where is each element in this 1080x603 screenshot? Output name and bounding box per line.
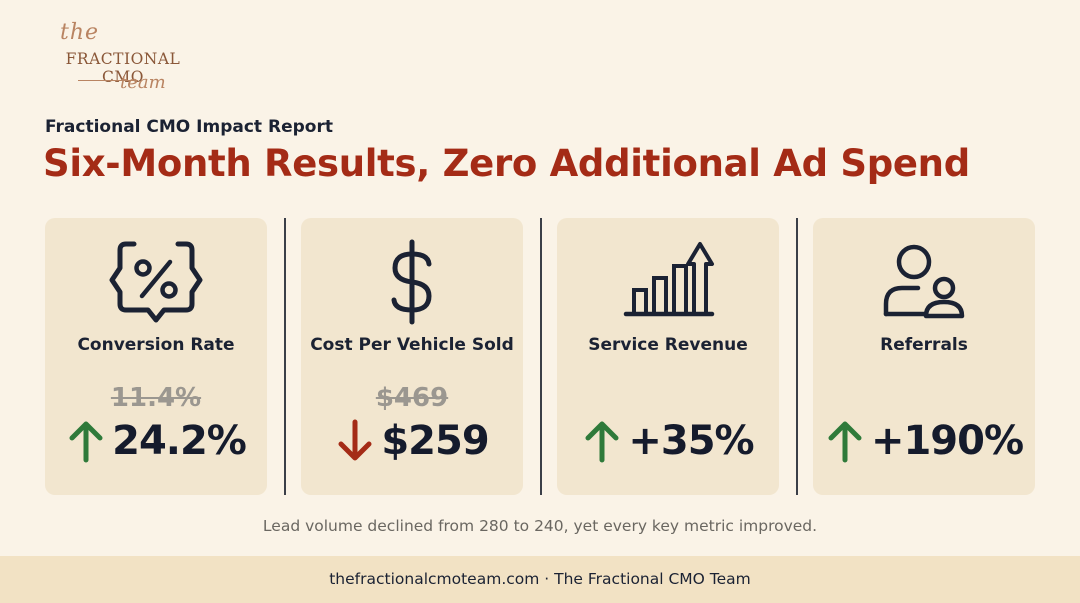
arrow-up-icon <box>585 421 619 463</box>
metric-label: Referrals <box>880 335 968 355</box>
metric-label: Conversion Rate <box>77 335 235 355</box>
metric-new-value: $259 <box>381 418 489 464</box>
metric-card-service-revenue: Service Revenue +35% <box>557 218 779 495</box>
logo-script-the: the <box>60 20 100 45</box>
divider <box>540 218 542 495</box>
metric-new-value: +190% <box>870 418 1024 464</box>
arrow-up-icon <box>69 421 103 463</box>
metric-label: Cost Per Vehicle Sold <box>310 335 514 355</box>
footer-bar: thefractionalcmoteam.com · The Fractiona… <box>0 556 1080 603</box>
metric-card-cost-per-vehicle: Cost Per Vehicle Sold $469 $259 <box>301 218 523 495</box>
logo-rule <box>78 80 138 81</box>
metric-new-value: 24.2% <box>112 418 247 464</box>
divider <box>796 218 798 495</box>
users-icon <box>883 244 965 319</box>
report-subtitle: Fractional CMO Impact Report <box>45 117 333 137</box>
metric-old-value: 11.4% <box>110 383 202 413</box>
metric-card-conversion-rate: Conversion Rate 11.4% 24.2% <box>45 218 267 495</box>
footer-text: thefractionalcmoteam.com · The Fractiona… <box>329 570 751 588</box>
dollar-sign-icon <box>391 239 432 325</box>
metric-new-value: +35% <box>628 418 754 464</box>
metric-label: Service Revenue <box>588 335 748 355</box>
arrow-up-icon <box>828 421 862 463</box>
brand-logo: the FRACTIONAL CMO team <box>42 14 204 104</box>
page-title: Six-Month Results, Zero Additional Ad Sp… <box>43 142 970 185</box>
metric-card-referrals: Referrals +190% <box>813 218 1035 495</box>
logo-script-team: team <box>120 72 166 93</box>
summary-note: Lead volume declined from 280 to 240, ye… <box>262 517 818 535</box>
percent-badge-icon <box>109 241 203 323</box>
metric-old-value: $469 <box>375 383 449 413</box>
arrow-down-icon <box>338 419 372 461</box>
logo-wordmark: FRACTIONAL CMO <box>65 50 181 86</box>
bar-chart-growth-icon <box>623 242 715 317</box>
divider <box>284 218 286 495</box>
